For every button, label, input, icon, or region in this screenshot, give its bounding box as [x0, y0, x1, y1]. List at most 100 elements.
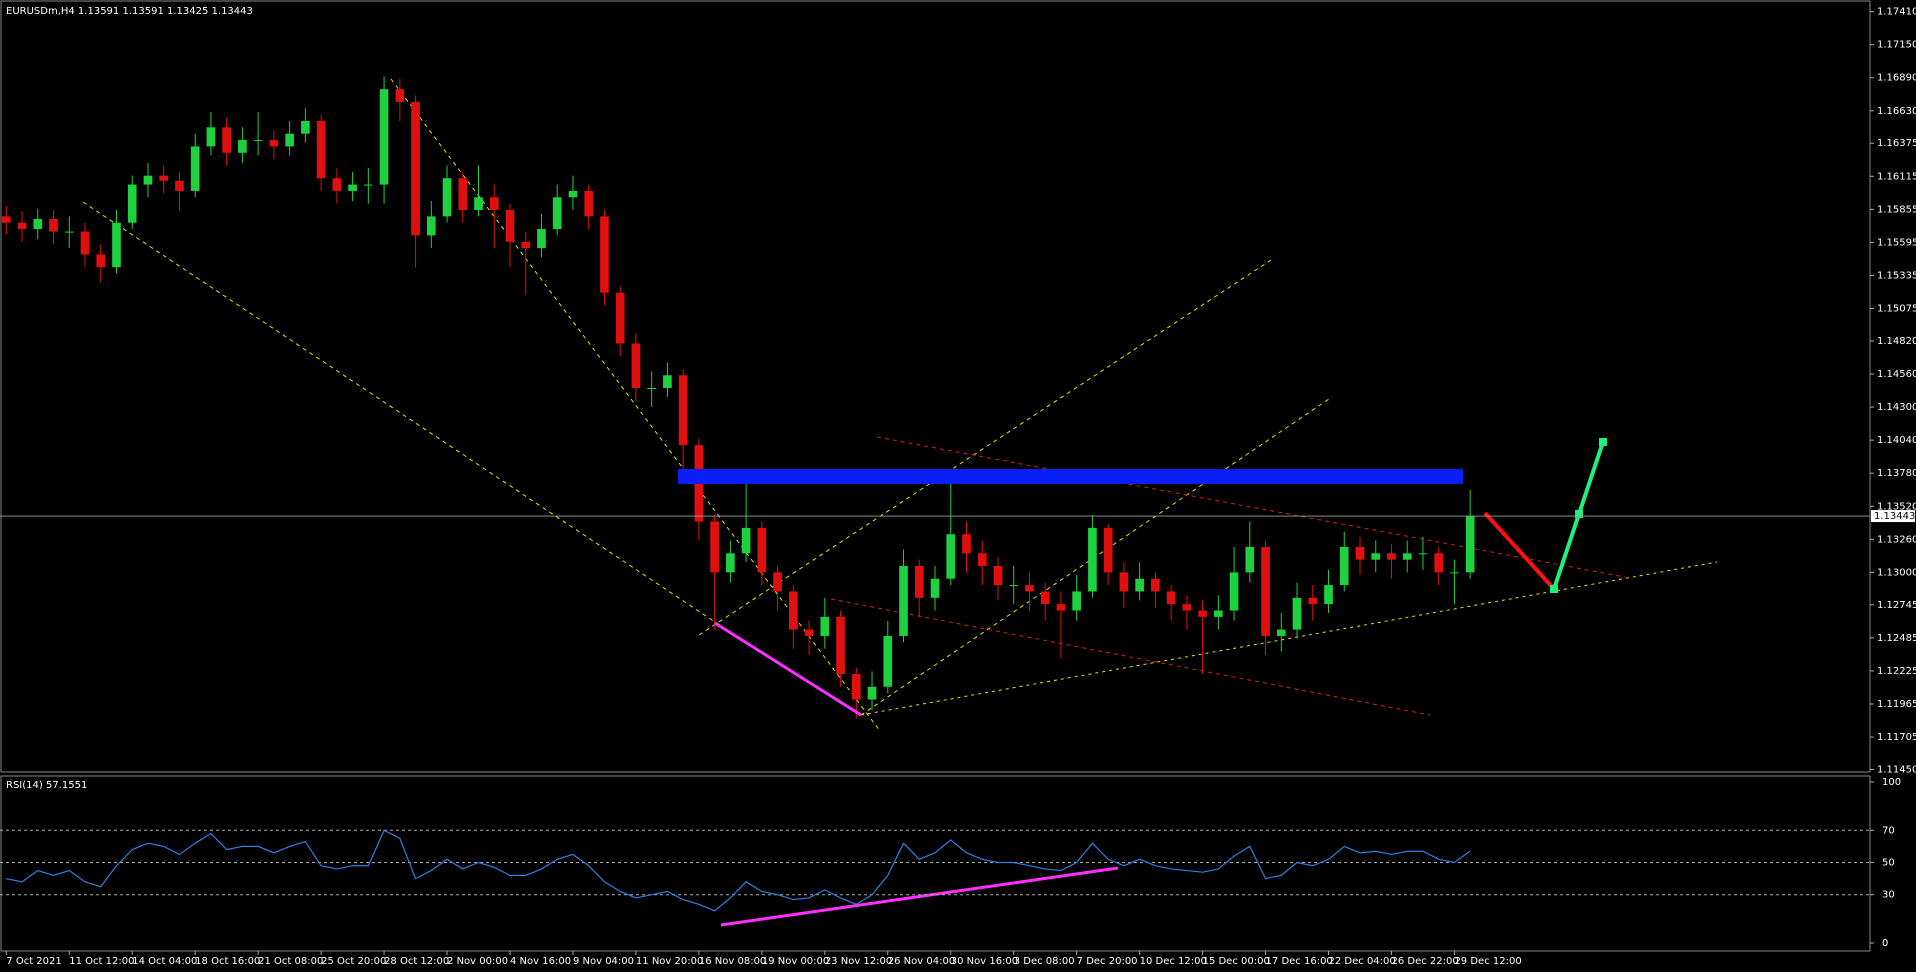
x-tick-label: 23 Nov 12:00: [825, 956, 892, 967]
y-tick-label: 1.15075: [1877, 304, 1916, 315]
candle-body: [1214, 610, 1223, 617]
y-tick-label: 1.15595: [1877, 237, 1916, 248]
y-tick-label: 1.12485: [1877, 633, 1916, 644]
rsi-panel: [0, 775, 1871, 952]
rsi-line: [6, 829, 1471, 912]
candle-body: [1135, 578, 1144, 592]
candle-body: [364, 184, 373, 186]
current-price-box: [1871, 510, 1915, 523]
chart-title: EURUSDm,H4 1.13591 1.13591 1.13425 1.134…: [6, 6, 253, 17]
candle-body: [1292, 597, 1302, 630]
candle-body: [190, 146, 200, 191]
candle-body: [1166, 591, 1176, 605]
candle-body: [1056, 604, 1066, 611]
candle-body: [411, 101, 420, 236]
candle-body: [395, 89, 405, 102]
forecast-point: [1550, 585, 1558, 593]
y-tick-label: 1.15335: [1877, 270, 1916, 281]
annotations: [678, 438, 1607, 927]
candle-body: [851, 674, 861, 700]
x-tick-label: 28 Oct 12:00: [384, 956, 449, 967]
channel-line: [876, 436, 1626, 578]
candle-body: [127, 184, 137, 223]
candle-body: [80, 231, 90, 255]
y-tick-label: 1.12225: [1877, 666, 1916, 677]
y-tick-label: 1.12745: [1877, 600, 1916, 611]
candle-body: [820, 616, 830, 636]
y-tick-label: 1.17410: [1877, 7, 1916, 18]
candle-body: [1371, 553, 1381, 560]
x-tick-label: 22 Dec 04:00: [1329, 956, 1396, 967]
candle-body: [789, 591, 798, 630]
candle-body: [568, 190, 578, 198]
y-tick-label: 1.14560: [1877, 369, 1916, 380]
y-tick-label: 1.13000: [1877, 567, 1916, 578]
candle-body: [143, 175, 153, 185]
y-tick-label: 1.11965: [1877, 699, 1916, 710]
divergence-line: [714, 621, 862, 717]
candle-body: [757, 527, 767, 573]
candle-body: [285, 133, 294, 147]
candle-body: [1088, 527, 1097, 592]
candle-body: [1182, 604, 1192, 611]
candle-body: [1, 216, 11, 223]
y-tick-label: 1.13520: [1877, 501, 1916, 512]
y-tick-label: 30: [1882, 890, 1895, 901]
candle-body: [741, 527, 751, 554]
candle-body: [1009, 585, 1019, 587]
candle-body: [1229, 572, 1239, 611]
candle-body: [867, 686, 877, 700]
candle-body: [505, 209, 515, 242]
candle-body: [489, 197, 499, 210]
candle-body: [1025, 585, 1034, 592]
rsi-title: RSI(14) 57.1551: [6, 780, 87, 791]
candle-body: [962, 534, 971, 554]
candle-body: [1355, 546, 1365, 560]
x-tick-label: 4 Nov 16:00: [510, 956, 571, 967]
y-tick-label: 1.14820: [1877, 336, 1916, 347]
x-tick-label: 3 Dec 08:00: [1014, 956, 1075, 967]
candle-body: [804, 629, 814, 636]
trendline: [698, 259, 1272, 636]
y-tick-label: 1.16890: [1877, 73, 1916, 84]
candle-body: [1198, 610, 1207, 617]
candle-body: [1434, 553, 1444, 573]
candle-body: [710, 521, 719, 573]
candle-body: [1450, 572, 1459, 574]
x-tick-label: 30 Nov 16:00: [951, 956, 1018, 967]
x-tick-label: 16 Nov 08:00: [699, 956, 766, 967]
candle-body: [1402, 553, 1412, 560]
candle-body: [458, 178, 468, 210]
x-tick-label: 14 Oct 04:00: [132, 956, 197, 967]
candle-body: [663, 375, 672, 388]
y-tick-label: 100: [1882, 777, 1901, 788]
main-panel: [0, 0, 1871, 773]
forecast-point: [1575, 510, 1583, 518]
x-tick-label: 7 Oct 2021: [6, 956, 61, 967]
candle-body: [96, 254, 106, 268]
y-tick-label: 70: [1882, 825, 1895, 836]
candle-body: [159, 175, 169, 181]
y-tick-label: 1.13780: [1877, 468, 1916, 479]
x-tick-label: 11 Oct 12:00: [69, 956, 134, 967]
forecast-down: [1483, 511, 1556, 591]
x-tick-label: 18 Oct 16:00: [195, 956, 260, 967]
x-tick-label: 10 Dec 12:00: [1140, 956, 1207, 967]
y-tick-label: 1.11450: [1877, 764, 1916, 775]
candle-body: [1418, 553, 1428, 555]
forecast-point: [1599, 438, 1607, 446]
candle-body: [442, 178, 452, 217]
candle-body: [1245, 546, 1255, 573]
candle-body: [238, 140, 247, 153]
x-tick-label: 25 Oct 20:00: [321, 956, 386, 967]
candle-body: [600, 216, 609, 293]
candle-body: [316, 120, 326, 179]
candle-body: [1276, 629, 1286, 636]
candle-body: [269, 140, 279, 147]
candle-body: [899, 566, 908, 636]
y-tick-label: 1.14300: [1877, 402, 1916, 413]
candle-body: [1308, 597, 1318, 605]
current-price-label: 1.13443: [1874, 511, 1915, 522]
candle-body: [1040, 591, 1050, 605]
candle-body: [332, 178, 342, 191]
